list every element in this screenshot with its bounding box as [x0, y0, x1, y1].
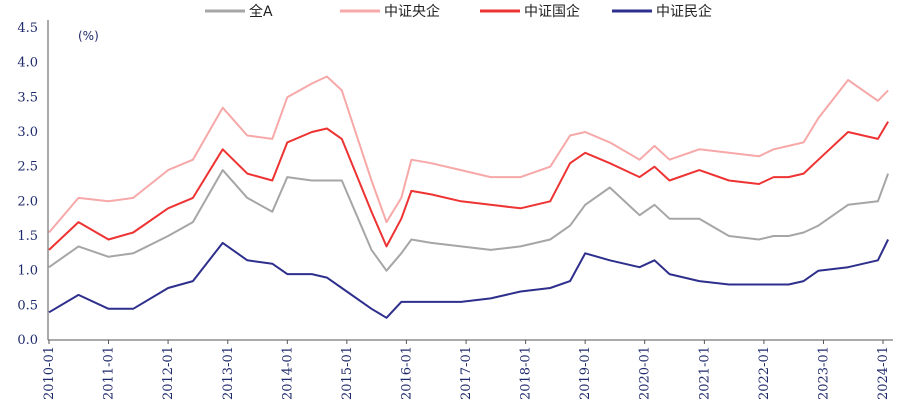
x-tick-label: 2012-01: [161, 346, 176, 400]
y-tick-label: 4.0: [17, 56, 38, 71]
y-tick-label: 2.5: [17, 160, 38, 175]
x-tick-label: 2010-01: [42, 346, 57, 400]
x-tick-label: 2018-01: [519, 346, 534, 400]
x-tick-label: 2020-01: [638, 346, 653, 400]
y-tick-label: 3.0: [17, 125, 38, 140]
x-tick-label: 2022-01: [757, 346, 772, 400]
y-tick-label: 1.5: [17, 229, 38, 244]
x-tick-label: 2015-01: [340, 346, 355, 400]
x-tick-label: 2013-01: [221, 346, 236, 400]
series-line: [48, 75, 889, 234]
unit-label: (%): [78, 29, 99, 43]
x-tick-label: 2023-01: [816, 346, 831, 400]
series-layer: [48, 75, 890, 319]
series-line: [48, 169, 890, 272]
legend-label: 全A: [249, 3, 273, 20]
x-tick-label: 2016-01: [399, 346, 414, 400]
legend-label: 中证民企: [656, 3, 712, 20]
legend-label: 中证国企: [524, 3, 580, 20]
axes: 0.0 0.5 1.0 1.5 2.0 2.5 3.0 3.5 4.0 4.5 2010-01 201…: [17, 20, 893, 400]
series-line: [48, 239, 889, 319]
x-tick-label: 2014-01: [280, 346, 295, 400]
y-tick-label: 4.5: [17, 21, 38, 36]
x-tick-label: 2021-01: [697, 346, 712, 400]
legend-label: 中证央企: [384, 3, 440, 20]
x-tick-label: 2019-01: [578, 346, 593, 400]
series-line: [48, 121, 889, 251]
x-tick-label: 2011-01: [102, 346, 117, 400]
y-tick-label: 3.5: [17, 90, 38, 105]
chart-legend: 全A 中证央企 中证国企 中证民企: [205, 3, 712, 20]
x-tick-label: 2024-01: [876, 346, 891, 400]
y-tick-label: 2.0: [17, 194, 38, 209]
x-tick-label: 2017-01: [459, 346, 474, 400]
y-tick-label: 1.0: [17, 264, 38, 279]
y-tick-label: 0.5: [17, 298, 38, 313]
y-tick-label: 0.0: [17, 333, 38, 348]
